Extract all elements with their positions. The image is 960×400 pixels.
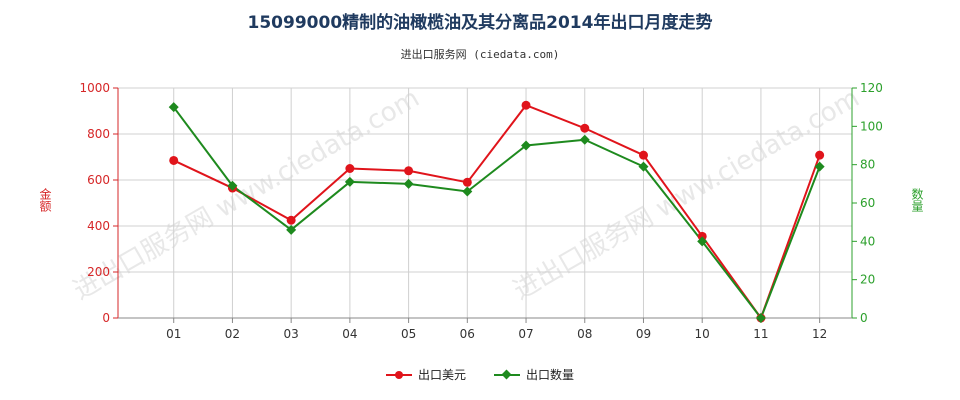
x-tick-label: 08 <box>577 327 592 341</box>
x-tick-label: 01 <box>166 327 181 341</box>
series-line-usd <box>173 104 821 321</box>
y-tick-label-right: 120 <box>860 81 883 95</box>
legend-item-usd[interactable]: 出口美元 <box>385 366 466 383</box>
y-axis-left-title: 金额 <box>38 188 52 212</box>
y-tick-label-right: 40 <box>860 234 875 248</box>
data-point-usd <box>462 177 472 187</box>
x-tick-label: 11 <box>753 327 768 341</box>
data-point-usd <box>345 164 355 173</box>
data-point-qty <box>697 236 708 247</box>
data-point-qty <box>755 313 766 323</box>
data-point-qty <box>814 161 825 172</box>
x-tick-label: 09 <box>636 327 651 341</box>
legend-label-qty: 出口数量 <box>526 368 575 382</box>
data-point-qty <box>638 161 649 172</box>
x-tick-label: 04 <box>342 327 357 341</box>
y-tick-label-right: 100 <box>860 119 883 133</box>
legend: 出口美元 出口数量 <box>0 366 960 383</box>
y-tick-label-right: 80 <box>860 158 875 172</box>
y-tick-label-right: 60 <box>860 196 875 210</box>
y-tick-label-left: 800 <box>87 127 110 141</box>
data-point-usd <box>638 150 648 160</box>
legend-label-usd: 出口美元 <box>417 368 466 382</box>
x-tick-label: 12 <box>812 327 827 341</box>
data-point-qty <box>286 224 297 235</box>
y-tick-label-left: 1000 <box>79 81 110 95</box>
data-point-usd <box>286 215 296 225</box>
data-point-qty <box>344 176 355 187</box>
y-tick-label-left: 600 <box>87 173 110 187</box>
legend-swatch-usd <box>385 369 412 381</box>
chart-subtitle: 进出口服务网 (ciedata.com) <box>400 48 560 61</box>
data-point-qty <box>462 186 473 197</box>
data-point-usd <box>404 166 414 176</box>
x-tick-label: 02 <box>225 327 240 341</box>
legend-item-qty[interactable]: 出口数量 <box>494 366 574 383</box>
y-tick-label-left: 0 <box>102 311 110 325</box>
x-tick-label: 03 <box>284 327 299 341</box>
y-tick-label-left: 400 <box>87 219 110 233</box>
x-tick-label: 07 <box>518 327 533 341</box>
x-tick-label: 10 <box>695 327 710 341</box>
data-point-usd <box>815 150 825 160</box>
data-point-qty <box>168 102 179 113</box>
legend-swatch-qty <box>494 369 520 381</box>
x-tick-label: 06 <box>460 327 475 341</box>
chart-title: 15099000精制的油橄榄油及其分离品2014年出口月度走势 <box>247 13 713 33</box>
data-point-usd <box>580 123 590 133</box>
x-tick-label: 05 <box>401 327 416 341</box>
data-point-usd <box>169 155 179 165</box>
data-point-usd <box>521 100 531 110</box>
data-point-qty <box>403 178 414 189</box>
data-point-qty <box>227 180 238 191</box>
y-axis-right-title: 数量 <box>910 188 924 212</box>
data-point-qty <box>579 134 590 145</box>
data-point-qty <box>521 140 532 151</box>
y-tick-label-right: 0 <box>860 311 868 325</box>
y-tick-label-right: 20 <box>860 273 875 287</box>
y-tick-label-left: 200 <box>87 265 110 279</box>
series-line-qty <box>172 106 821 321</box>
